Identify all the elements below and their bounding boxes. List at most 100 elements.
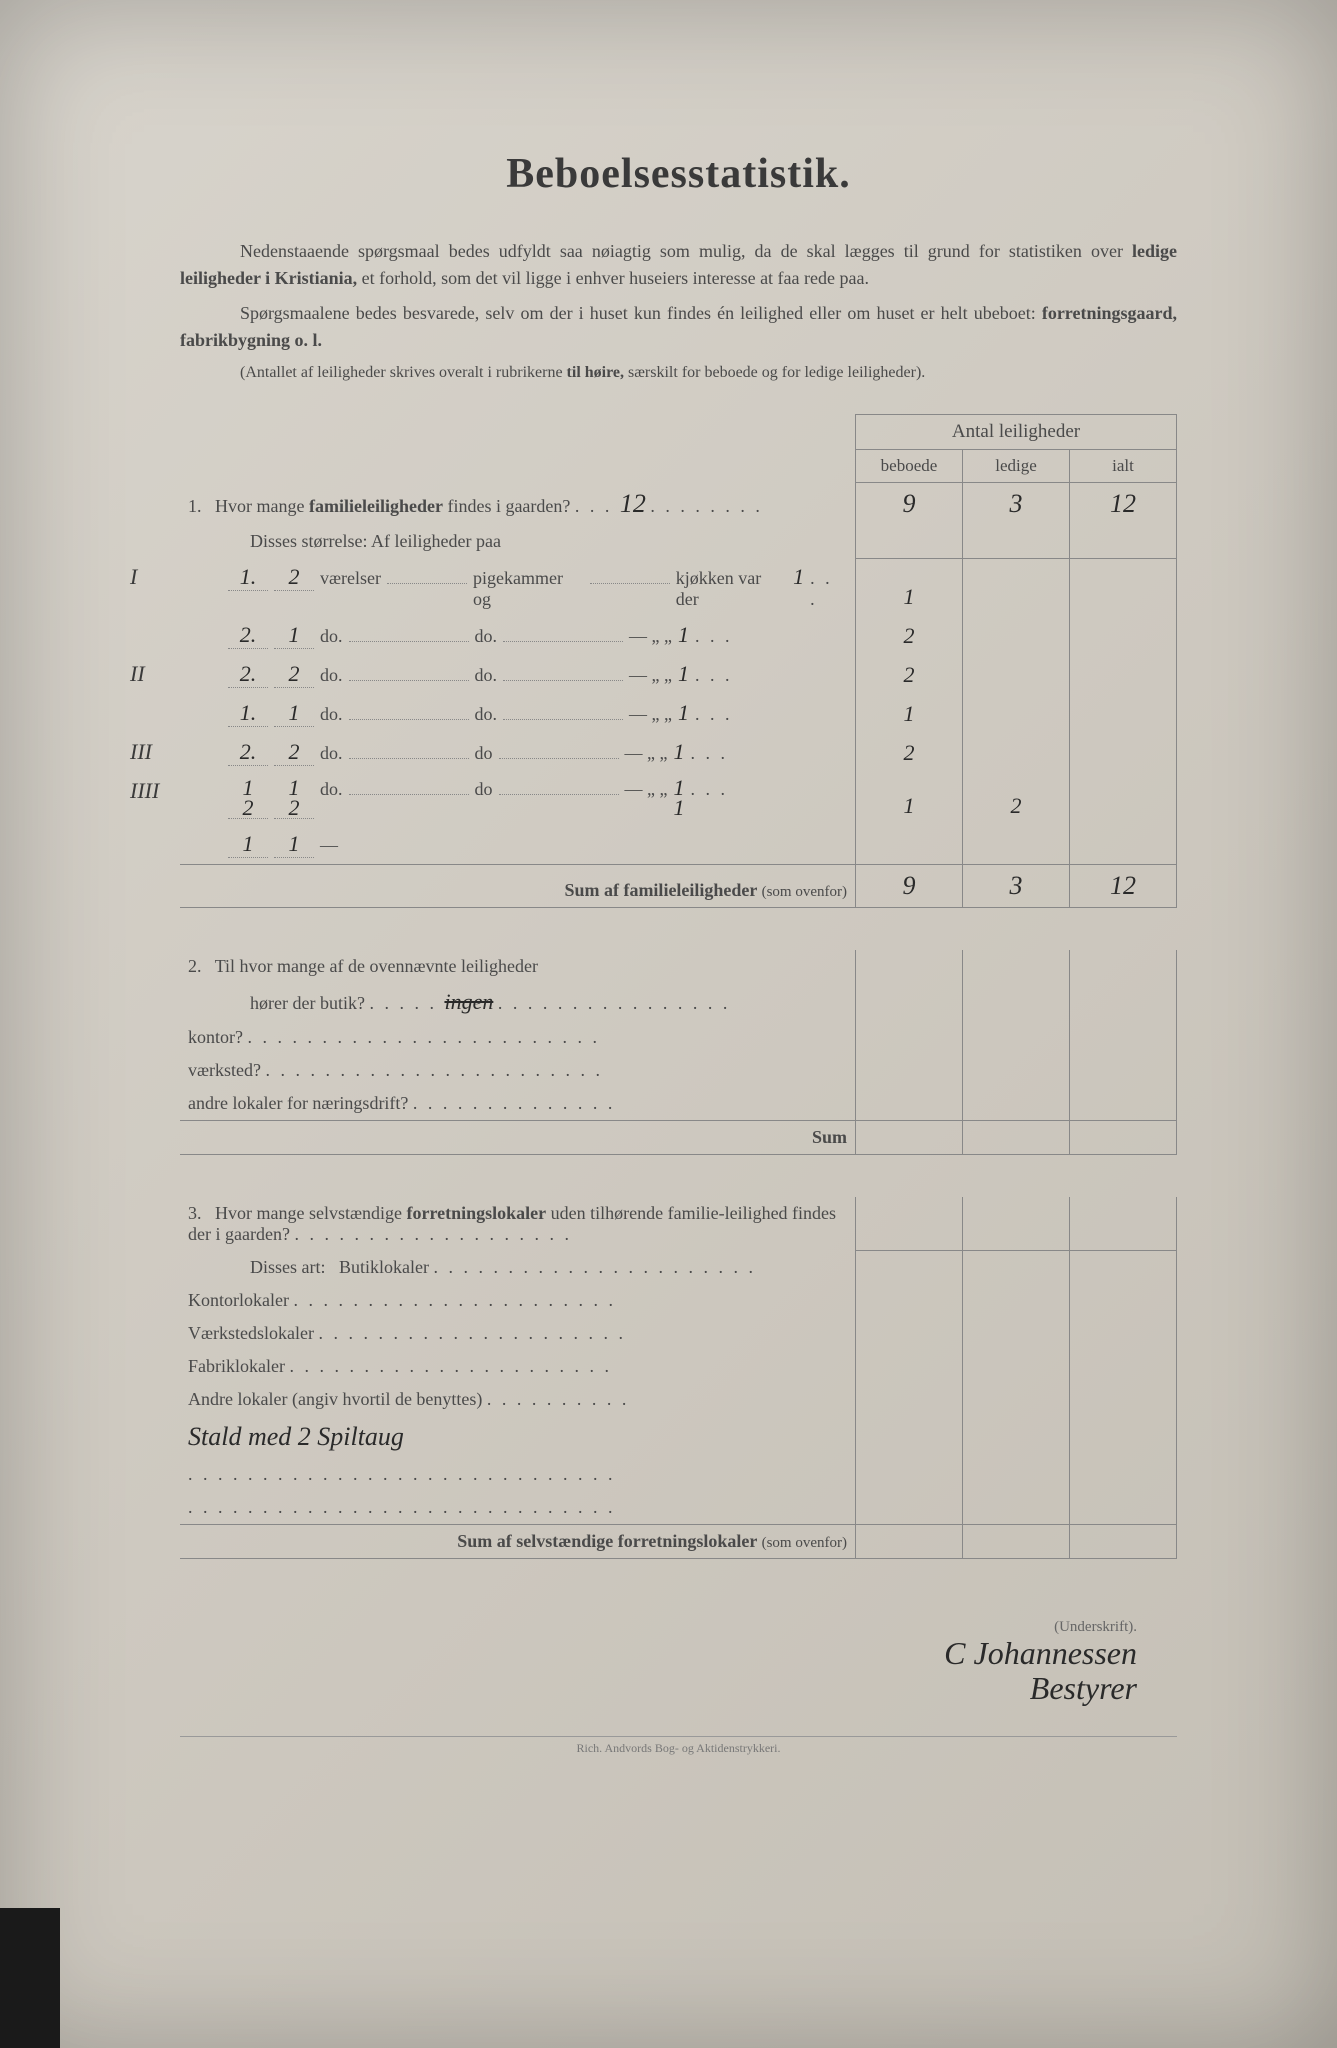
q3-disses-row: Disses art: Butiklokaler . . . . . . . .… bbox=[180, 1251, 1177, 1284]
q2-butik-row: hører der butik? . . . . . ingen . . . .… bbox=[180, 983, 1177, 1021]
q1-b: familieleiligheder bbox=[309, 496, 443, 516]
er-n2: 1 bbox=[274, 831, 314, 858]
q3-num: 3. bbox=[188, 1203, 202, 1223]
q2-andre: andre lokaler for næringsdrift? bbox=[188, 1093, 408, 1113]
sr-w1: do. bbox=[320, 626, 343, 647]
intro-3c: særskilt for beboede og for ledige leili… bbox=[628, 364, 925, 381]
q2-text: Til hvor mange af de ovennævnte leilighe… bbox=[215, 956, 538, 976]
col-ialt: ialt bbox=[1070, 450, 1177, 483]
q3-sum-note: (som ovenfor) bbox=[762, 1535, 847, 1551]
margin-tally: I bbox=[130, 564, 137, 590]
sum1-l: 3 bbox=[963, 864, 1070, 907]
signature-area: (Underskrift). C Johannessen Bestyrer bbox=[180, 1619, 1177, 1706]
sr-w3: — „ „ bbox=[629, 665, 672, 686]
sr-n1: 1. bbox=[228, 700, 268, 727]
sr-n1: 2. bbox=[228, 661, 268, 688]
q2-kontor-row: kontor? . . . . . . . . . . . . . . . . … bbox=[180, 1021, 1177, 1054]
sr-b: 1 bbox=[856, 694, 963, 733]
intro-1a: Nedenstaaende spørgsmaal bedes udfyldt s… bbox=[240, 241, 1132, 261]
intro-2a: Spørgsmaalene bedes besvarede, selv om d… bbox=[240, 303, 1042, 323]
q2-vaerk-row: værksted? . . . . . . . . . . . . . . . … bbox=[180, 1054, 1177, 1087]
er-n1: 1 bbox=[228, 831, 268, 858]
dots: . . . bbox=[575, 496, 620, 516]
size-row: 2. 1 do. do. — „ „ 1 . . . 2 bbox=[180, 616, 1177, 655]
q2-sum: Sum bbox=[180, 1120, 856, 1154]
size-row: I 1. 2 værelser pigekammer og kjøkken va… bbox=[180, 558, 1177, 616]
sr-n1: 2. bbox=[228, 739, 268, 766]
sr-n2: 1 bbox=[274, 700, 314, 727]
q3-sum-row: Sum af selvstændige forretningslokaler (… bbox=[180, 1524, 1177, 1558]
sr-n2: 1 bbox=[274, 622, 314, 649]
q2-kontor: kontor? bbox=[188, 1027, 243, 1047]
signature-line-2: Bestyrer bbox=[180, 1671, 1137, 1706]
sr-w2: do bbox=[475, 779, 493, 800]
sr-w1: do. bbox=[320, 665, 343, 686]
q3-r3: Fabriklokaler bbox=[188, 1356, 285, 1376]
sr-w2: do. bbox=[475, 704, 498, 725]
sum1-i: 12 bbox=[1070, 864, 1177, 907]
sum1-b: 9 bbox=[856, 864, 963, 907]
q3-blank-row: . . . . . . . . . . . . . . . . . . . . … bbox=[180, 1491, 1177, 1525]
sr-v: 1 bbox=[673, 739, 684, 765]
table-header-group-row: Antal leiligheder bbox=[180, 415, 1177, 450]
q3-a: Hvor mange selvstændige bbox=[215, 1203, 406, 1223]
q2-num: 2. bbox=[188, 956, 202, 976]
q3-row: Værkstedslokaler . . . . . . . . . . . .… bbox=[180, 1317, 1177, 1350]
sr-w3: kjøkken var der bbox=[676, 568, 787, 610]
printer-credit: Rich. Andvords Bog- og Aktidenstrykkeri. bbox=[180, 1736, 1177, 1756]
sr-w1: do. bbox=[320, 779, 343, 800]
q3-r1: Kontorlokaler bbox=[188, 1290, 289, 1310]
sr-w2: do. bbox=[475, 665, 498, 686]
sr-n2: 1 2 bbox=[274, 778, 314, 819]
q3-row: Kontorlokaler . . . . . . . . . . . . . … bbox=[180, 1284, 1177, 1317]
question-2-row: 2. Til hvor mange af de ovennævnte leili… bbox=[180, 950, 1177, 983]
sr-v: 1 bbox=[678, 622, 689, 648]
q3-row: Fabriklokaler . . . . . . . . . . . . . … bbox=[180, 1350, 1177, 1383]
q1-a: Hvor mange bbox=[215, 496, 309, 516]
sr-v: 1 bbox=[678, 661, 689, 687]
antal-header: Antal leiligheder bbox=[856, 415, 1177, 450]
document-paper: Beboelsesstatistik. Nedenstaaende spørgs… bbox=[90, 80, 1247, 1928]
sr-b: 1 bbox=[856, 772, 963, 825]
col-ledige: ledige bbox=[963, 450, 1070, 483]
scanned-page: Beboelsesstatistik. Nedenstaaende spørgs… bbox=[0, 0, 1337, 2048]
scan-edge-artifact bbox=[0, 1908, 60, 2048]
col-beboede: beboede bbox=[856, 450, 963, 483]
q2-andre-row: andre lokaler for næringsdrift? . . . . … bbox=[180, 1087, 1177, 1121]
sr-l bbox=[963, 558, 1070, 616]
sr-i bbox=[1070, 558, 1177, 616]
intro-3a: (Antallet af leiligheder skrives overalt… bbox=[240, 364, 567, 381]
extra-tally-row: 1 1 — bbox=[180, 825, 1177, 865]
intro-paragraph-2: Spørgsmaalene bedes besvarede, selv om d… bbox=[180, 300, 1177, 354]
q3-b: forretningslokaler bbox=[406, 1203, 546, 1223]
sr-n1: 2. bbox=[228, 622, 268, 649]
signature-line-1: C Johannessen bbox=[180, 1636, 1137, 1671]
q3-note: Stald med 2 Spiltaug bbox=[188, 1422, 404, 1451]
size-row: II 2. 2 do. do. — „ „ 1 . . . 2 bbox=[180, 655, 1177, 694]
dots: . . . . . . . . bbox=[650, 496, 763, 516]
q1-ledige: 3 bbox=[963, 483, 1070, 526]
sr-w3: — „ „ bbox=[629, 626, 672, 647]
intro-note: (Antallet af leiligheder skrives overalt… bbox=[180, 362, 1177, 384]
q1-sub: Disses størrelse: Af leiligheder paa bbox=[180, 525, 856, 558]
margin-tally: II bbox=[130, 661, 145, 687]
statistics-table: Antal leiligheder beboede ledige ialt 1.… bbox=[180, 414, 1177, 1559]
sr-w2: pigekammer og bbox=[473, 568, 584, 610]
q1-num: 1. bbox=[188, 496, 202, 516]
sr-n2: 2 bbox=[274, 564, 314, 591]
q1-value: 12 bbox=[620, 489, 646, 518]
q3-disses: Disses art: bbox=[250, 1257, 326, 1277]
sr-n1: 1. bbox=[228, 564, 268, 591]
sr-b: 2 bbox=[856, 655, 963, 694]
q2-butik: hører der butik? bbox=[250, 993, 365, 1013]
page-title: Beboelsesstatistik. bbox=[180, 150, 1177, 198]
intro-paragraph-1: Nedenstaaende spørgsmaal bedes udfyldt s… bbox=[180, 238, 1177, 292]
sum-1-row: Sum af familieleiligheder (som ovenfor) … bbox=[180, 864, 1177, 907]
sr-b: 1 bbox=[856, 558, 963, 616]
q1-beboede: 9 bbox=[856, 483, 963, 526]
intro-1c: et forhold, som det vil ligge i enhver h… bbox=[362, 268, 869, 288]
q3-sum-label: Sum af selvstændige forretningslokaler bbox=[457, 1531, 757, 1551]
q1-c: findes i gaarden? bbox=[447, 496, 570, 516]
q2-vaerk: værksted? bbox=[188, 1060, 261, 1080]
sr-l: 2 bbox=[963, 772, 1070, 825]
